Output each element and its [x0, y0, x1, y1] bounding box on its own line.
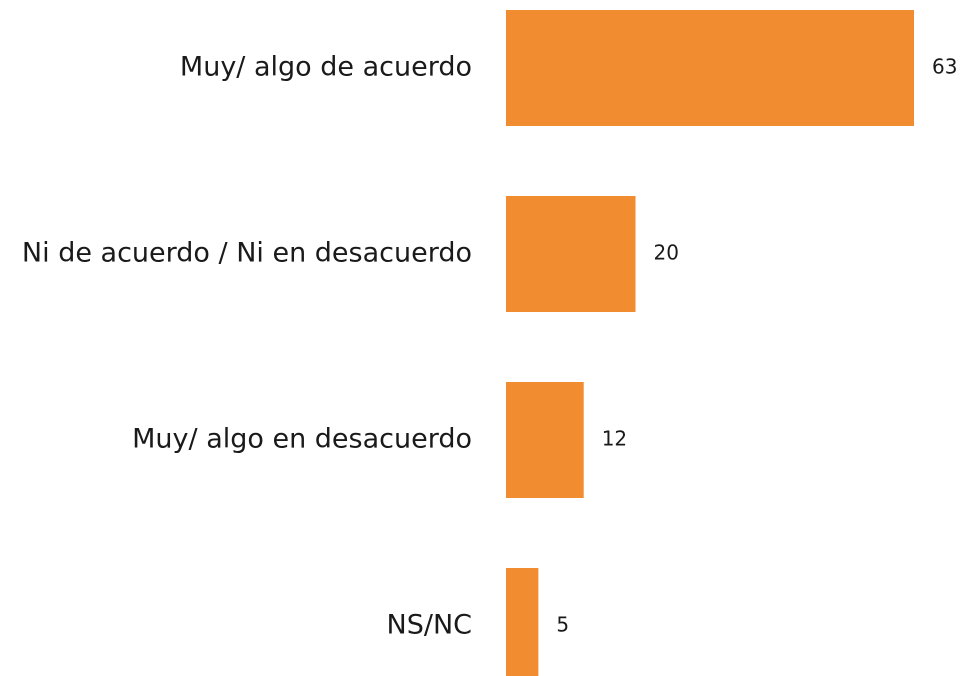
bar — [506, 10, 914, 126]
value-label: 63 — [932, 55, 957, 79]
category-label: Muy/ algo de acuerdo — [180, 52, 472, 83]
bar — [506, 196, 636, 312]
bar — [506, 382, 584, 498]
value-label: 12 — [602, 427, 627, 451]
category-label: NS/NC — [387, 610, 472, 641]
category-label: Ni de acuerdo / Ni en desacuerdo — [22, 238, 472, 269]
category-label: Muy/ algo en desacuerdo — [132, 424, 472, 455]
value-label: 5 — [556, 613, 569, 637]
bar — [506, 568, 539, 676]
value-label: 20 — [654, 241, 679, 265]
